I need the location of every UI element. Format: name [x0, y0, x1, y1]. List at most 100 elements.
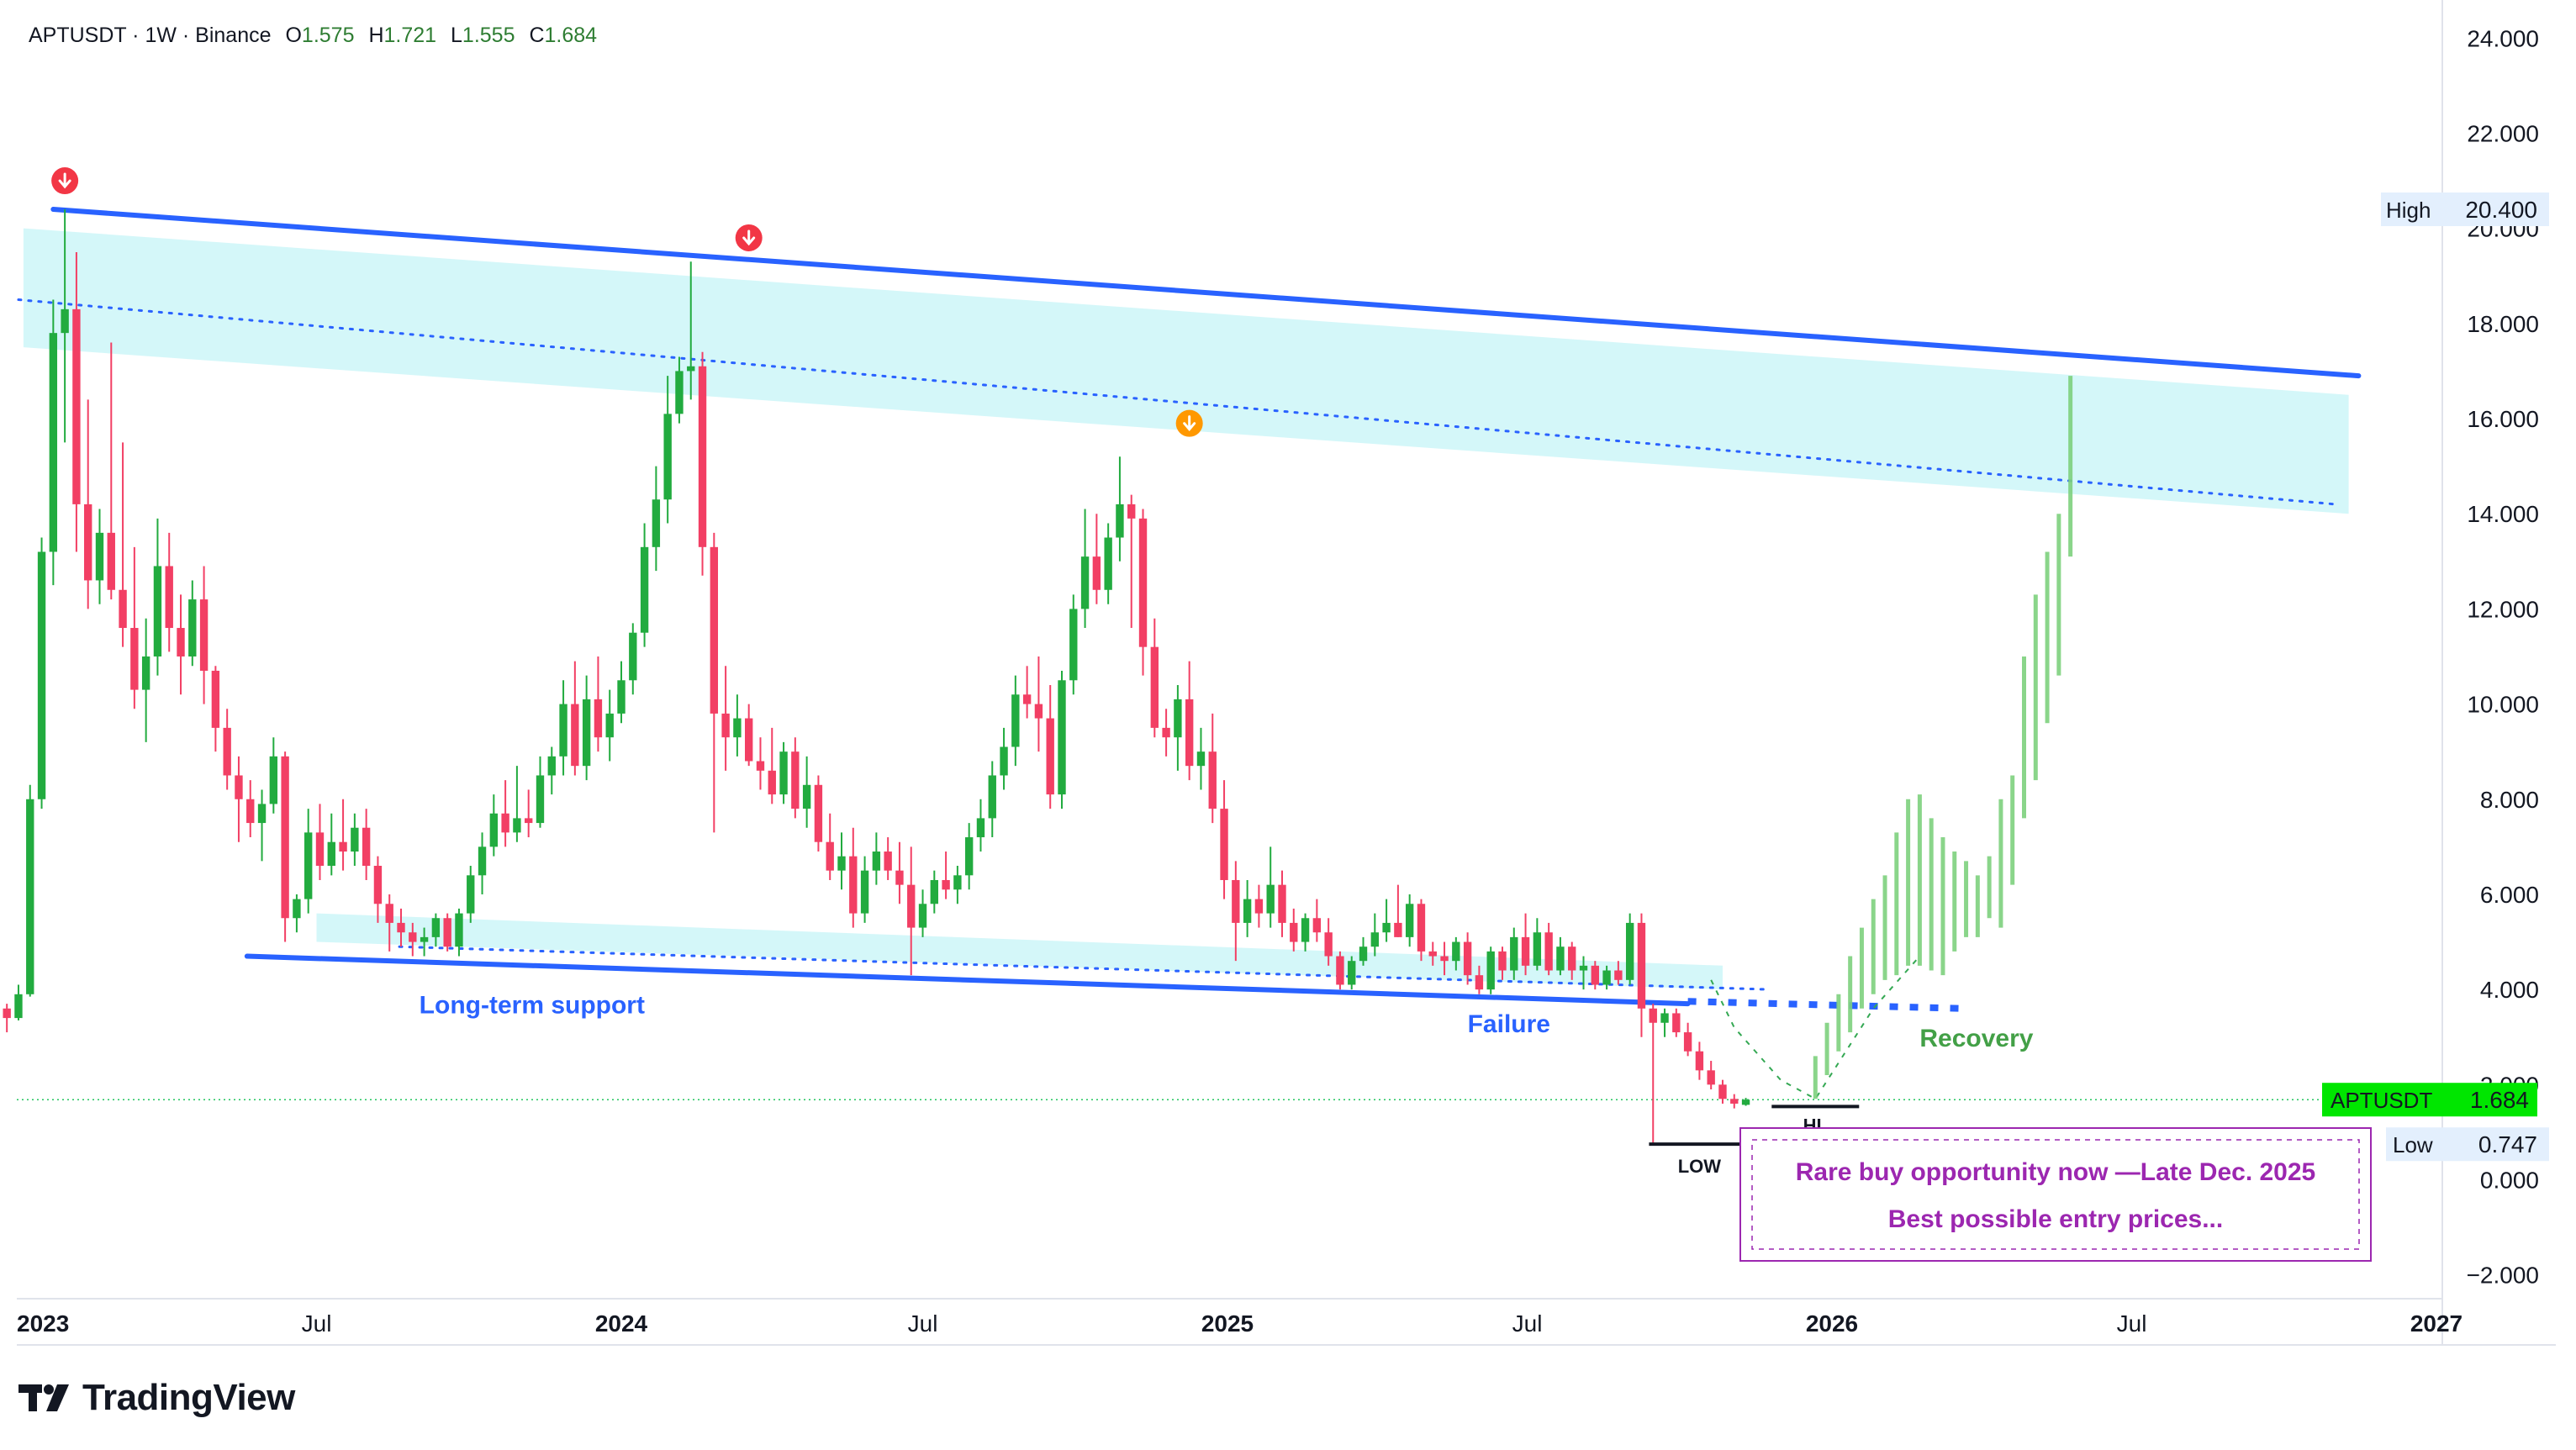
candle-body[interactable]	[675, 371, 684, 414]
candle-body[interactable]	[1116, 504, 1124, 538]
candle-body[interactable]	[1625, 922, 1634, 980]
candle-body[interactable]	[119, 589, 127, 629]
candle-body[interactable]	[1417, 904, 1426, 952]
candle-body[interactable]	[1475, 975, 1484, 990]
candle-body[interactable]	[698, 366, 707, 547]
candle-body[interactable]	[49, 333, 58, 552]
candle-body[interactable]	[745, 718, 753, 762]
candle-body[interactable]	[1718, 1084, 1727, 1099]
candle-body[interactable]	[327, 841, 335, 866]
candle-body[interactable]	[188, 599, 197, 656]
candle-body[interactable]	[837, 856, 846, 871]
candle-body[interactable]	[1243, 899, 1252, 923]
candle-body[interactable]	[1162, 727, 1170, 738]
candle-body[interactable]	[281, 756, 289, 919]
candle-body[interactable]	[14, 994, 23, 1019]
candle-body[interactable]	[373, 866, 383, 904]
candle-body[interactable]	[1405, 904, 1414, 937]
candle-body[interactable]	[339, 841, 347, 852]
candle-body[interactable]	[153, 566, 162, 656]
candle-body[interactable]	[362, 827, 371, 866]
candle-body[interactable]	[1382, 922, 1391, 933]
candle-body[interactable]	[304, 832, 313, 899]
candle-body[interactable]	[953, 875, 962, 890]
candle-body[interactable]	[1278, 884, 1286, 923]
candle-body[interactable]	[1348, 961, 1356, 985]
candle-body[interactable]	[1058, 680, 1066, 795]
candle-body[interactable]	[779, 751, 788, 795]
candle-body[interactable]	[1185, 699, 1194, 767]
candle-body[interactable]	[130, 628, 139, 690]
candle-body[interactable]	[61, 308, 69, 334]
candle-body[interactable]	[1011, 694, 1020, 747]
candle-body[interactable]	[84, 504, 92, 581]
candle-body[interactable]	[1046, 718, 1054, 795]
candle-body[interactable]	[211, 670, 220, 728]
candle-body[interactable]	[1452, 941, 1460, 962]
candle-body[interactable]	[1544, 932, 1553, 971]
candle-body[interactable]	[478, 846, 487, 876]
candle-body[interactable]	[988, 775, 996, 819]
candle-body[interactable]	[1695, 1051, 1704, 1071]
candle-body[interactable]	[1591, 965, 1599, 985]
candle-body[interactable]	[942, 879, 950, 890]
candle-body[interactable]	[1428, 951, 1437, 957]
candle-body[interactable]	[594, 699, 603, 738]
candle-body[interactable]	[1707, 1070, 1715, 1085]
candle-body[interactable]	[525, 818, 533, 824]
candle-body[interactable]	[826, 841, 834, 871]
candle-body[interactable]	[1498, 951, 1507, 971]
candle-body[interactable]	[1254, 899, 1264, 914]
candle-body[interactable]	[1649, 1008, 1657, 1023]
candle-body[interactable]	[199, 599, 209, 671]
candle-body[interactable]	[652, 499, 661, 547]
candle-body[interactable]	[1440, 956, 1449, 962]
candle-body[interactable]	[1150, 646, 1159, 728]
candle-body[interactable]	[1022, 694, 1032, 704]
candle-body[interactable]	[1069, 609, 1078, 681]
price-axis-panel[interactable]	[2442, 0, 2576, 1450]
candle-body[interactable]	[1510, 936, 1518, 971]
candle-body[interactable]	[860, 870, 869, 914]
candle-body[interactable]	[884, 852, 892, 871]
candle-body[interactable]	[385, 904, 393, 923]
candle-body[interactable]	[1104, 537, 1112, 590]
candle-body[interactable]	[1660, 1013, 1669, 1023]
upper-trendline[interactable]	[50, 207, 2362, 379]
candle-body[interactable]	[547, 756, 556, 776]
candle-body[interactable]	[95, 532, 104, 581]
candle-body[interactable]	[235, 775, 243, 799]
candle-body[interactable]	[3, 1008, 11, 1019]
candle-body[interactable]	[1220, 809, 1228, 880]
candle-body[interactable]	[559, 704, 567, 757]
candle-body[interactable]	[663, 414, 672, 500]
candle-body[interactable]	[687, 366, 695, 372]
candle-body[interactable]	[872, 852, 881, 871]
candle-body[interactable]	[849, 856, 858, 914]
candle-body[interactable]	[733, 718, 742, 738]
candle-body[interactable]	[1092, 556, 1101, 590]
candle-body[interactable]	[964, 837, 974, 876]
candle-body[interactable]	[223, 727, 231, 776]
candle-body[interactable]	[536, 775, 545, 824]
candle-body[interactable]	[605, 713, 614, 738]
candle-body[interactable]	[710, 546, 719, 714]
candle-body[interactable]	[907, 884, 916, 928]
candle-body[interactable]	[1266, 884, 1275, 914]
candle-body[interactable]	[1196, 751, 1206, 767]
candle-body[interactable]	[1000, 746, 1008, 776]
candle-body[interactable]	[571, 704, 579, 767]
candle-body[interactable]	[1486, 951, 1495, 990]
candle-body[interactable]	[768, 770, 776, 795]
candle-body[interactable]	[1324, 932, 1333, 957]
candle-body[interactable]	[513, 818, 521, 833]
candle-body[interactable]	[293, 899, 301, 919]
candle-body[interactable]	[1370, 932, 1379, 947]
candle-body[interactable]	[1672, 1013, 1681, 1033]
candle-body[interactable]	[582, 699, 591, 767]
candle-body[interactable]	[397, 922, 405, 933]
candle-body[interactable]	[1602, 970, 1611, 985]
candle-body[interactable]	[409, 932, 417, 942]
candle-body[interactable]	[269, 756, 278, 804]
